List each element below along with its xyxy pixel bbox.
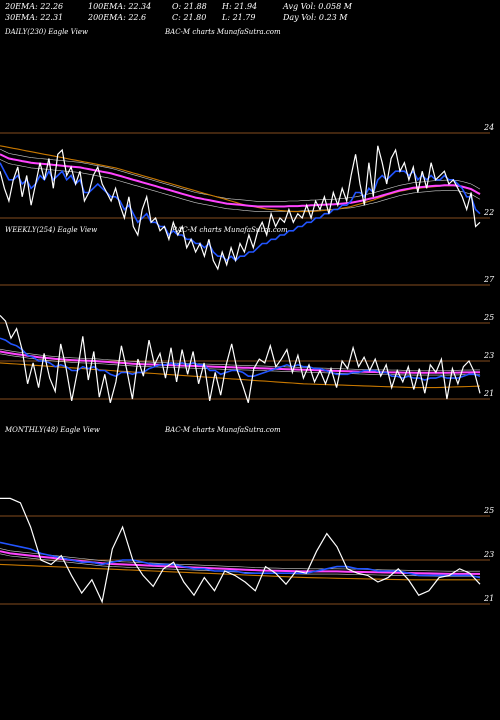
stat-high: H: 21.94 [222,2,258,11]
stat-200ema: 200EMA: 22.6 [88,13,147,22]
weekly-ema-mid-line [0,350,480,374]
daily-tick-label: 24 [483,123,494,132]
daily-panel: 24 22 [0,123,494,271]
monthly-price-line [0,497,481,604]
monthly-panel-title: MONTHLY(48) Eagle View [5,426,100,434]
weekly-tick-label: 21 [483,389,494,398]
monthly-ema-slow-line [0,563,480,581]
monthly-panel: 25 23 21 [0,497,494,605]
weekly-ema-fast-line [0,337,481,381]
daily-panel-title: DAILY(230) Eagle View [5,28,88,36]
monthly-tick-label: 25 [483,506,494,515]
stat-30ema: 30EMA: 22.31 [5,13,64,22]
weekly-tick-label: 23 [483,351,494,360]
monthly-tick-label: 21 [483,594,494,603]
stat-20ema: 20EMA: 22.26 [5,2,64,11]
monthly-ema-mid-line [0,550,480,575]
daily-ema-mid-line [0,153,481,208]
daily-panel-watermark: BAC-M charts MunafaSutra.com [165,28,281,36]
weekly-panel-watermark: BAC-M charts MunafaSutra.com [172,226,288,234]
stat-100ema: 100EMA: 22.34 [88,2,152,11]
weekly-panel: 27 25 23 21 [0,275,495,403]
daily-band-upper [0,148,481,202]
stat-day-vol: Day Vol: 0.23 M [283,13,348,22]
daily-tick-label: 22 [483,208,494,217]
weekly-tick-label: 27 [483,275,495,284]
weekly-price-line [0,314,481,403]
weekly-panel-title: WEEKLY(254) Eagle View [5,226,98,234]
stat-avg-vol: Avg Vol: 0.058 M [283,2,352,11]
daily-price-line [0,145,481,271]
stat-open: O: 21.88 [172,2,207,11]
monthly-tick-label: 23 [483,550,494,559]
stat-close: C: 21.80 [172,13,207,22]
weekly-band-lower [0,353,480,376]
stat-low: L: 21.79 [222,13,256,22]
monthly-panel-watermark: BAC-M charts MunafaSutra.com [165,426,281,434]
weekly-tick-label: 25 [483,313,494,322]
